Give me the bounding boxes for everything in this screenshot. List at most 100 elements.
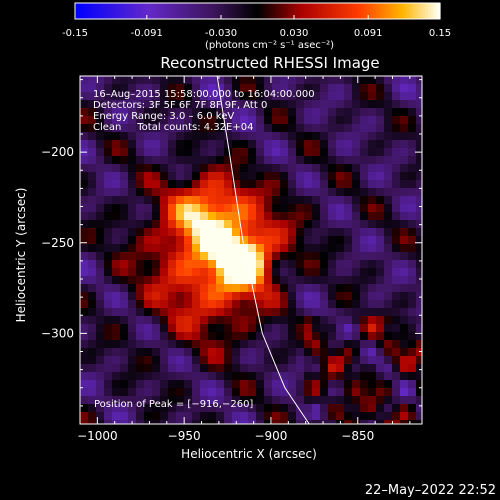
heatmap-pixel (88, 220, 97, 229)
heatmap-pixel (192, 348, 201, 357)
heatmap-pixel (200, 116, 209, 125)
heatmap-pixel (80, 332, 89, 341)
heatmap-pixel (256, 188, 265, 197)
colorbar-tick-label: 0.091 (354, 28, 383, 39)
heatmap-pixel (152, 372, 161, 381)
heatmap-pixel (416, 140, 422, 149)
heatmap-pixel (296, 324, 305, 333)
heatmap-pixel (168, 396, 177, 405)
heatmap-pixel (368, 212, 377, 221)
heatmap-pixel (264, 252, 273, 261)
heatmap-pixel (112, 92, 121, 101)
heatmap-pixel (112, 228, 121, 237)
heatmap-pixel (352, 228, 361, 237)
heatmap-pixel (376, 404, 385, 413)
heatmap-pixel (224, 84, 233, 93)
heatmap-pixel (216, 228, 225, 237)
heatmap-pixel (352, 396, 361, 405)
heatmap-pixel (328, 188, 337, 197)
heatmap-pixel (248, 76, 257, 85)
heatmap-pixel (184, 404, 193, 413)
heatmap-pixel (224, 260, 233, 269)
heatmap-pixel (336, 324, 345, 333)
heatmap-pixel (208, 340, 217, 349)
heatmap-pixel (368, 124, 377, 133)
heatmap-pixel (288, 300, 297, 309)
heatmap-pixel (368, 228, 377, 237)
heatmap-pixel (288, 140, 297, 149)
heatmap-pixel (304, 236, 313, 245)
heatmap-pixel (408, 348, 417, 357)
heatmap-pixel (136, 348, 145, 357)
heatmap-pixel (200, 372, 209, 381)
heatmap-pixel (376, 316, 385, 325)
heatmap-pixel (328, 324, 337, 333)
heatmap-pixel (176, 356, 185, 365)
heatmap-pixel (304, 412, 313, 421)
heatmap-pixel (120, 364, 129, 373)
heatmap-pixel (168, 140, 177, 149)
heatmap-pixel (160, 100, 169, 109)
heatmap-pixel (208, 188, 217, 197)
heatmap-pixel (392, 404, 401, 413)
heatmap-pixel (144, 76, 153, 85)
heatmap-pixel (280, 236, 289, 245)
heatmap-pixel (184, 116, 193, 125)
heatmap-pixel (408, 108, 417, 117)
heatmap-pixel (360, 300, 369, 309)
heatmap-pixel (256, 404, 265, 413)
colorbar-swatch (108, 3, 113, 19)
heatmap-pixel (408, 148, 417, 157)
heatmap-pixel (168, 332, 177, 341)
heatmap-pixel (216, 244, 225, 253)
heatmap-pixel (104, 244, 113, 253)
heatmap-pixel (128, 404, 137, 413)
heatmap-pixel (128, 116, 137, 125)
heatmap-pixel (384, 244, 393, 253)
heatmap-pixel (376, 308, 385, 317)
heatmap-pixel (144, 236, 153, 245)
heatmap-pixel (112, 268, 121, 277)
heatmap-pixel (208, 220, 217, 229)
heatmap-pixel (248, 204, 257, 213)
heatmap-pixel (296, 164, 305, 173)
heatmap-pixel (384, 132, 393, 141)
heatmap-pixel (128, 228, 137, 237)
colorbar-swatch (367, 3, 371, 19)
heatmap-pixel (344, 180, 353, 189)
heatmap-pixel (264, 332, 273, 341)
heatmap-pixel (344, 100, 353, 109)
colorbar-swatch (151, 3, 155, 19)
heatmap-pixel (80, 132, 89, 141)
heatmap-pixel (280, 356, 289, 365)
peak-position-label: Position of Peak = [−916,−260] (94, 399, 253, 410)
heatmap-pixel (384, 404, 393, 413)
heatmap-pixel (280, 396, 289, 405)
heatmap-pixel (256, 180, 265, 189)
heatmap-pixel (336, 404, 345, 413)
heatmap-pixel (96, 132, 105, 141)
heatmap-pixel (368, 260, 377, 269)
heatmap-pixel (232, 76, 241, 85)
heatmap-pixel (416, 332, 422, 341)
heatmap-pixel (80, 356, 89, 365)
heatmap-pixel (256, 140, 265, 149)
heatmap-pixel (200, 404, 209, 413)
heatmap-pixel (120, 316, 129, 325)
heatmap-pixel (304, 348, 313, 357)
colorbar-swatch (351, 3, 356, 19)
heatmap-pixel (248, 404, 257, 413)
heatmap-pixel (336, 196, 345, 205)
heatmap-pixel (104, 180, 113, 189)
heatmap-pixel (264, 372, 273, 381)
heatmap-pixel (384, 324, 393, 333)
heatmap-pixel (296, 244, 305, 253)
heatmap-pixel (280, 332, 289, 341)
heatmap-pixel (168, 404, 177, 413)
heatmap-pixel (128, 172, 137, 181)
heatmap-pixel (392, 204, 401, 213)
heatmap-pixel (344, 404, 353, 413)
heatmap-pixel (232, 236, 241, 245)
heatmap-pixel (320, 180, 329, 189)
heatmap-pixel (368, 244, 377, 253)
